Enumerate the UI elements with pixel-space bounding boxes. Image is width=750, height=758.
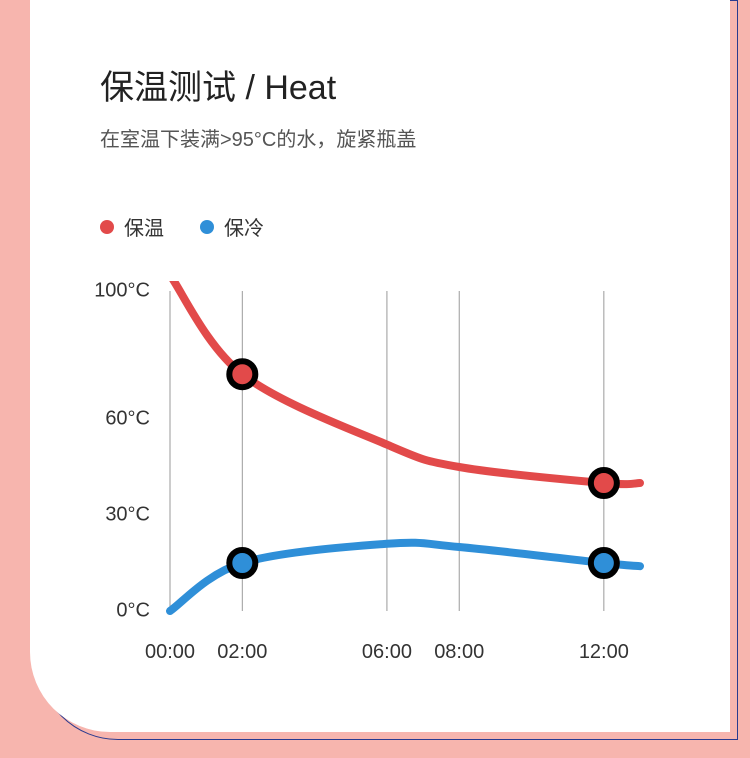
chart-title: 保温测试 / Heat — [100, 60, 690, 109]
legend-item-hot: 保温 — [100, 212, 164, 241]
x-axis-label: 12:00 — [579, 641, 629, 664]
chart-area: 100°C60°C30°C0°C00:0002:0006:0008:0012:0… — [90, 281, 650, 701]
legend: 保温 保冷 — [100, 212, 690, 241]
background: 保温测试 / Heat 在室温下装满>95°C的水，旋紧瓶盖 保温 保冷 100… — [0, 0, 750, 758]
y-axis-label: 60°C — [70, 408, 150, 431]
card: 保温测试 / Heat 在室温下装满>95°C的水，旋紧瓶盖 保温 保冷 100… — [30, 0, 730, 732]
legend-dot-hot — [100, 220, 114, 234]
y-axis-label: 30°C — [70, 504, 150, 527]
chart-subtitle: 在室温下装满>95°C的水，旋紧瓶盖 — [100, 123, 690, 152]
x-axis-label: 02:00 — [217, 641, 267, 664]
legend-label-hot: 保温 — [124, 212, 164, 241]
legend-label-cold: 保冷 — [224, 212, 264, 241]
x-axis-label: 00:00 — [145, 641, 195, 664]
y-axis-label: 100°C — [70, 280, 150, 303]
legend-dot-cold — [200, 220, 214, 234]
chart-svg — [90, 281, 660, 691]
legend-item-cold: 保冷 — [200, 212, 264, 241]
y-axis-label: 0°C — [70, 600, 150, 623]
x-axis-label: 06:00 — [362, 641, 412, 664]
x-axis-label: 08:00 — [434, 641, 484, 664]
